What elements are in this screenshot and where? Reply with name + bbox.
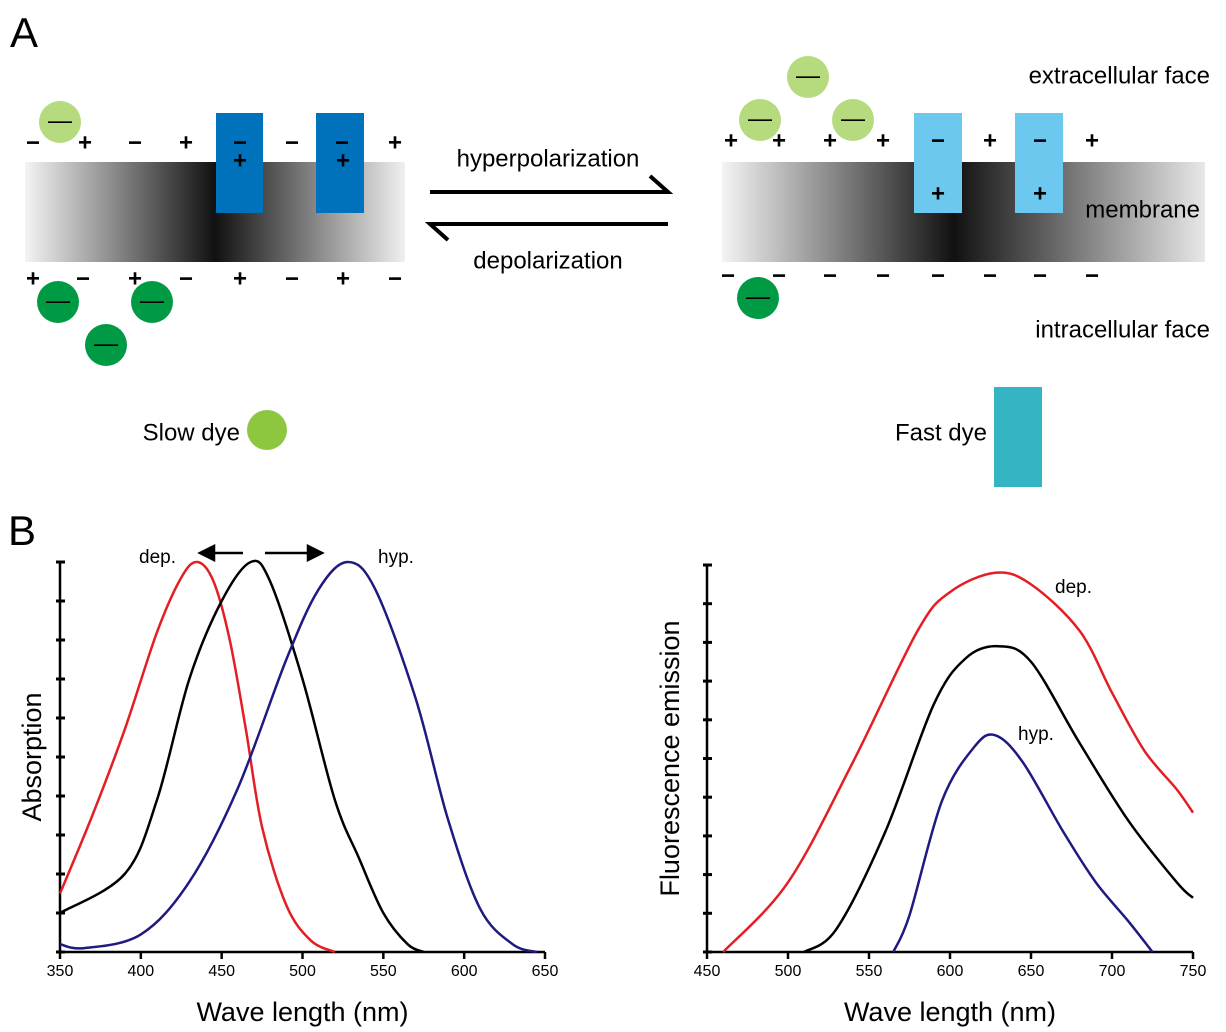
- legend-label: Fast dye: [895, 419, 987, 446]
- charge: −: [335, 129, 349, 156]
- series-line: [803, 644, 1194, 954]
- arrow-label: hyperpolarization: [457, 145, 640, 172]
- charge: −: [26, 129, 40, 156]
- charge: +: [724, 127, 738, 154]
- charge: +: [336, 147, 350, 174]
- charge: +: [233, 265, 247, 292]
- charge: +: [78, 129, 92, 156]
- x-tick-label: 450: [208, 963, 235, 980]
- charge: −: [285, 129, 299, 156]
- fast-dye-block: [1015, 113, 1063, 213]
- x-axis-label: Wave length (nm): [844, 997, 1056, 1027]
- charge: −: [179, 265, 193, 292]
- fast-dye-icon: [994, 387, 1042, 487]
- charge: +: [931, 180, 945, 207]
- dye-molecule: [737, 277, 779, 319]
- x-tick-label: 450: [694, 963, 721, 980]
- arrow-label: depolarization: [473, 247, 622, 274]
- x-tick-label: 350: [47, 963, 74, 980]
- fast-dye-block: [216, 113, 263, 213]
- charge: +: [336, 265, 350, 292]
- charge: −: [388, 265, 402, 292]
- dye-molecule: [787, 56, 829, 98]
- x-tick-label: 550: [856, 963, 883, 980]
- x-tick-label: 750: [1180, 963, 1207, 980]
- charge: +: [388, 129, 402, 156]
- charge: +: [823, 127, 837, 154]
- charge: −: [931, 127, 945, 154]
- dye-charge: —: [48, 107, 72, 134]
- charge: −: [983, 262, 997, 289]
- series-line: [59, 559, 425, 954]
- charge: −: [76, 265, 90, 292]
- panel-label: B: [8, 507, 36, 554]
- dye-charge: —: [796, 62, 820, 89]
- legend-label: Slow dye: [143, 419, 240, 446]
- slow-dye-icon: [247, 410, 287, 450]
- charge: −: [233, 129, 247, 156]
- series-line: [892, 733, 1154, 953]
- charge: +: [128, 265, 142, 292]
- series-label: hyp.: [378, 547, 414, 568]
- dye-molecule: [739, 99, 781, 141]
- charge: +: [26, 265, 40, 292]
- series-line: [58, 560, 336, 954]
- shift-arrows: [197, 543, 325, 563]
- x-tick-label: 400: [127, 963, 154, 980]
- dye-charge: —: [94, 330, 118, 357]
- charge: −: [772, 262, 786, 289]
- x-tick-label: 600: [451, 963, 478, 980]
- charge: +: [1033, 180, 1047, 207]
- dye-charge: —: [140, 287, 164, 314]
- label: extracellular face: [1029, 62, 1210, 89]
- x-tick-label: 500: [775, 963, 802, 980]
- y-axis-label: Absorption: [17, 692, 47, 821]
- charge: +: [1085, 127, 1099, 154]
- label: intracellular face: [1035, 316, 1210, 343]
- series-label: dep.: [1055, 577, 1092, 598]
- charge: +: [179, 129, 193, 156]
- dye-molecule: [131, 281, 173, 323]
- dye-molecule: [37, 281, 79, 323]
- charge: −: [285, 265, 299, 292]
- charge: −: [1033, 127, 1047, 154]
- series-line: [722, 571, 1195, 953]
- charge: −: [1033, 262, 1047, 289]
- x-tick-label: 650: [1018, 963, 1045, 980]
- equilibrium-arrows: [424, 174, 674, 242]
- dye-molecule: [85, 324, 127, 366]
- series-label: dep.: [139, 547, 176, 568]
- x-tick-label: 500: [289, 963, 316, 980]
- charge: +: [983, 127, 997, 154]
- fast-dye-block: [316, 113, 364, 213]
- charge: +: [233, 147, 247, 174]
- charge: −: [823, 262, 837, 289]
- charge: −: [128, 129, 142, 156]
- membrane-right: [722, 162, 1205, 262]
- dye-charge: —: [841, 105, 865, 132]
- dye-molecule: [39, 101, 81, 143]
- dye-charge: —: [748, 105, 772, 132]
- charge: −: [721, 262, 735, 289]
- fast-dye-block: [914, 113, 962, 213]
- y-axis-label: Fluorescence emission: [655, 620, 685, 896]
- charge: −: [876, 262, 890, 289]
- series-label: hyp.: [1018, 724, 1054, 745]
- x-tick-label: 700: [1099, 963, 1126, 980]
- dye-molecule: [832, 99, 874, 141]
- panel-label: A: [10, 9, 38, 56]
- x-tick-label: 600: [937, 963, 964, 980]
- x-tick-label: 650: [532, 963, 559, 980]
- series-line: [59, 560, 538, 954]
- x-axis-label: Wave length (nm): [196, 997, 408, 1027]
- charge: +: [876, 127, 890, 154]
- x-tick-label: 550: [370, 963, 397, 980]
- label: membrane: [1085, 196, 1200, 223]
- charge: −: [931, 262, 945, 289]
- dye-charge: —: [46, 287, 70, 314]
- charge: −: [1085, 262, 1099, 289]
- dye-charge: —: [746, 283, 770, 310]
